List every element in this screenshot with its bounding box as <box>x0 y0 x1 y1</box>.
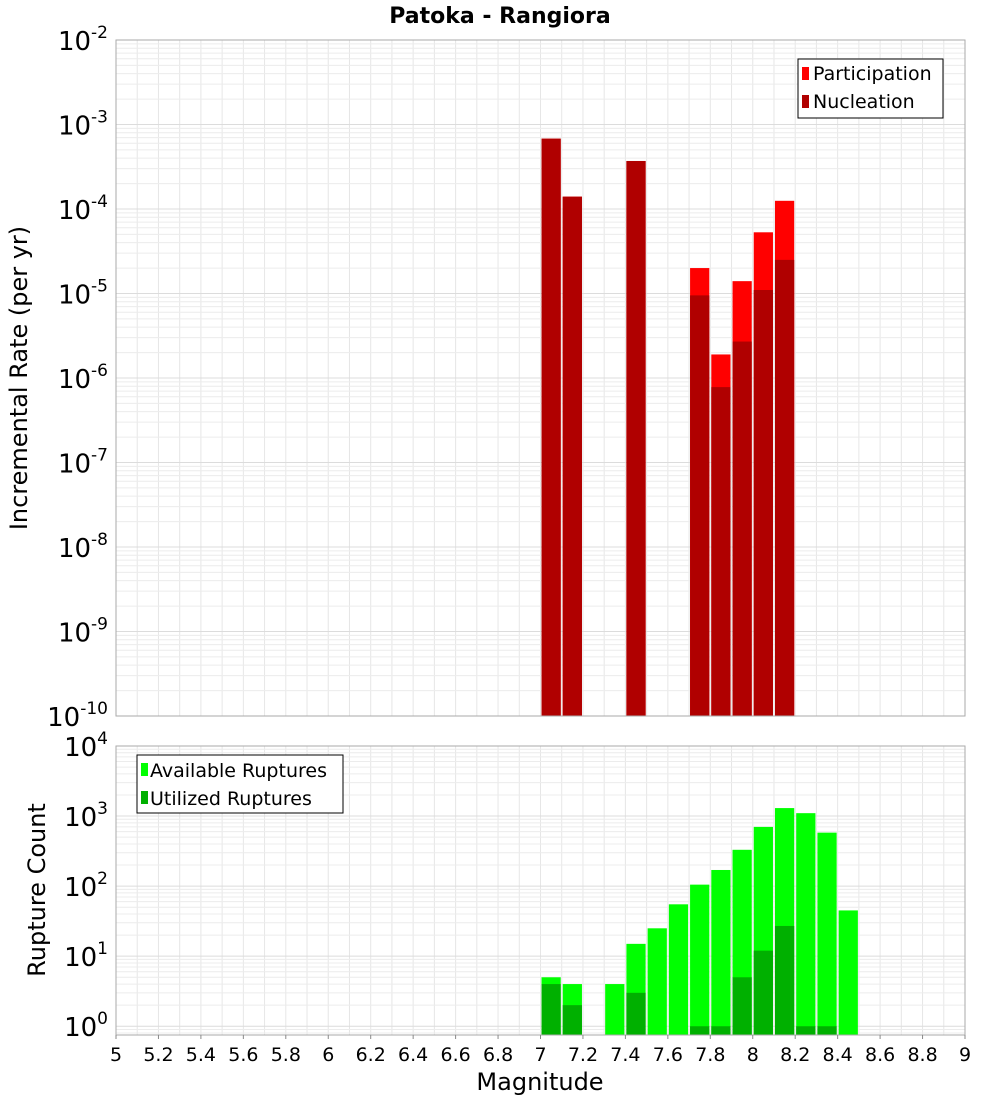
x-tick-label: 8.4 <box>823 1044 853 1066</box>
utilized-legend-label: Utilized Ruptures <box>150 788 312 810</box>
x-tick-label: 6.4 <box>398 1044 428 1066</box>
rate-y-tick-label: 10-9 <box>58 615 108 649</box>
rate-bar-nucleation <box>690 295 710 716</box>
x-tick-label: 7.6 <box>653 1044 683 1066</box>
count-bar-available-ruptures <box>838 910 858 1035</box>
count-bar-utilized-ruptures <box>732 977 752 1035</box>
x-tick-label: 6.8 <box>483 1044 513 1066</box>
x-tick-label: 6.2 <box>356 1044 386 1066</box>
x-tick-label: 8.6 <box>865 1044 895 1066</box>
rate-gridlines <box>115 39 966 717</box>
count-bar-available-ruptures <box>711 869 731 1035</box>
rate-panel: 10-10 10-9 10-8 10-7 10-6 10-5 10-4 10-3 10-2 In… <box>5 23 966 733</box>
count-bar-utilized-ruptures <box>774 925 795 1035</box>
count-y-tick-label: 104 <box>64 729 108 763</box>
count-bar-utilized-ruptures <box>817 1026 837 1035</box>
x-tick-label: 8.8 <box>907 1044 937 1066</box>
rate-legend: Participation Nucleation <box>797 58 944 119</box>
count-y-tick-label: 103 <box>64 799 108 833</box>
rate-y-axis-label: Incremental Rate (per yr) <box>5 226 33 530</box>
x-tick-label: 7.8 <box>695 1044 725 1066</box>
count-bar-available-ruptures <box>647 928 667 1035</box>
rate-bars <box>541 138 795 717</box>
rate-y-tick-label: 10-2 <box>58 23 108 57</box>
utilized-legend-swatch <box>141 791 148 804</box>
rate-y-tick-label: 10-4 <box>58 192 108 226</box>
participation-legend-label: Participation <box>813 63 932 85</box>
count-y-tick-label: 100 <box>64 1009 108 1043</box>
chart-title: Patoka - Rangiora <box>389 4 610 29</box>
rate-legend-box <box>797 58 944 119</box>
count-y-ticks: 100 101 102 103 104 <box>64 729 108 1043</box>
count-legend: Available Ruptures Utilized Ruptures <box>136 754 344 814</box>
participation-legend-swatch <box>802 67 809 80</box>
x-tick-label: 6 <box>322 1044 334 1066</box>
count-bars <box>541 808 858 1035</box>
x-tick-label: 6.6 <box>440 1044 470 1066</box>
rate-plot-frame <box>115 39 966 717</box>
x-tick-label: 5.4 <box>186 1044 216 1066</box>
rate-bar-nucleation <box>711 387 731 716</box>
x-tick-label: 5 <box>110 1044 122 1066</box>
x-tick-label: 5.8 <box>271 1044 301 1066</box>
rate-bar-nucleation <box>774 259 795 716</box>
rate-bar-nucleation <box>541 138 561 716</box>
count-bar-utilized-ruptures <box>541 984 561 1035</box>
x-ticks: 5 5.2 5.4 5.6 5.8 6 6.2 6.4 6.6 6.8 7 7.2 7.4 7.6 7.8 8… <box>110 1035 971 1066</box>
rate-bar-nucleation <box>562 196 582 717</box>
x-tick-label: 7 <box>534 1044 546 1066</box>
count-bar-available-ruptures <box>796 813 816 1035</box>
x-tick-label: 7.4 <box>610 1044 640 1066</box>
count-y-tick-label: 101 <box>64 939 108 973</box>
count-y-tick-label: 102 <box>64 869 108 903</box>
x-tick-label: 5.2 <box>143 1044 173 1066</box>
count-bar-available-ruptures <box>605 984 625 1035</box>
count-legend-box <box>136 754 344 814</box>
count-panel: 100 101 102 103 104 5 5.2 5.4 5.6 5.8 6 6.2 6.4 6.6 6… <box>23 729 971 1096</box>
rate-y-tick-label: 10-3 <box>58 108 108 142</box>
rate-bar-nucleation <box>626 160 646 717</box>
x-tick-label: 7.2 <box>568 1044 598 1066</box>
rate-y-tick-label: 10-7 <box>58 446 108 480</box>
count-bar-utilized-ruptures <box>711 1026 731 1035</box>
x-tick-label: 9 <box>959 1044 971 1066</box>
rate-y-tick-label: 10-8 <box>58 530 108 564</box>
count-bar-available-ruptures <box>690 884 710 1035</box>
rate-y-ticks: 10-10 10-9 10-8 10-7 10-6 10-5 10-4 10-3 10-2 <box>47 23 108 733</box>
available-legend-label: Available Ruptures <box>150 760 327 782</box>
count-y-axis-label: Rupture Count <box>23 803 51 977</box>
nucleation-legend-swatch <box>802 95 809 108</box>
nucleation-legend-label: Nucleation <box>813 91 915 113</box>
rate-y-tick-label: 10-6 <box>58 361 108 395</box>
count-bar-available-ruptures <box>668 904 689 1035</box>
x-tick-label: 8 <box>747 1044 759 1066</box>
rate-bar-nucleation <box>732 341 752 716</box>
rate-bar-nucleation <box>753 290 773 716</box>
count-bar-utilized-ruptures <box>796 1026 816 1035</box>
rate-y-tick-label: 10-5 <box>58 277 108 311</box>
x-axis-label: Magnitude <box>476 1068 603 1096</box>
count-bar-utilized-ruptures <box>562 1005 582 1035</box>
count-bar-utilized-ruptures <box>690 1026 710 1035</box>
rate-y-tick-label: 10-10 <box>47 699 108 733</box>
count-bar-available-ruptures <box>817 832 837 1035</box>
count-bar-utilized-ruptures <box>626 992 646 1035</box>
x-tick-label: 5.6 <box>228 1044 258 1066</box>
x-tick-label: 8.2 <box>780 1044 810 1066</box>
count-bar-utilized-ruptures <box>753 950 773 1035</box>
available-legend-swatch <box>141 763 148 776</box>
